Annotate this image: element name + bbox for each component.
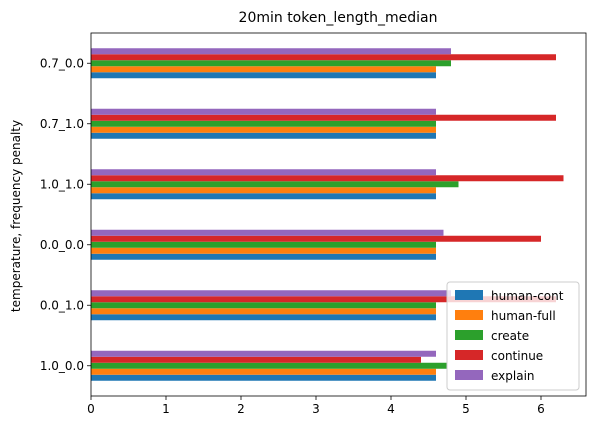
bar-explain-1.0_1.0 (91, 169, 436, 176)
bar-human-full-1.0_1.0 (91, 187, 436, 194)
bar-human-cont-0.0_0.0 (91, 253, 436, 260)
bars-group (91, 48, 564, 381)
x-tick-label: 5 (462, 402, 470, 416)
bar-create-0.0_0.0 (91, 241, 436, 248)
y-tick-label: 0.7_1.0 (40, 117, 84, 131)
bar-create-0.0_1.0 (91, 302, 436, 309)
y-tick-label: 1.0_0.0 (40, 359, 84, 373)
bar-human-full-0.0_1.0 (91, 308, 436, 315)
legend-label-human-cont: human-cont (491, 289, 564, 303)
bar-human-full-0.7_1.0 (91, 126, 436, 133)
bar-create-0.7_1.0 (91, 120, 436, 127)
bar-continue-0.7_1.0 (91, 114, 556, 121)
legend-label-create: create (491, 329, 529, 343)
bar-human-cont-0.0_1.0 (91, 314, 436, 321)
legend: human-cont human-full create continue explai… (446, 281, 580, 391)
bar-create-1.0_1.0 (91, 181, 459, 188)
y-tick-label: 0.0_0.0 (40, 238, 84, 252)
legend-swatch-continue (455, 350, 483, 360)
bar-continue-0.0_1.0 (91, 296, 556, 303)
bar-human-full-1.0_0.0 (91, 368, 436, 375)
bar-explain-0.7_0.0 (91, 48, 451, 55)
bar-continue-1.0_1.0 (91, 175, 564, 182)
bar-create-0.7_0.0 (91, 60, 451, 67)
bar-explain-0.7_1.0 (91, 108, 436, 115)
legend-swatch-human-full (455, 310, 483, 320)
y-tick-label: 0.0_1.0 (40, 298, 84, 312)
legend-box (446, 281, 580, 391)
bar-human-cont-0.7_1.0 (91, 132, 436, 139)
legend-swatch-create (455, 330, 483, 340)
plot-frame (90, 32, 587, 397)
y-tick-label: 1.0_1.0 (40, 177, 84, 191)
x-tick-label: 6 (537, 402, 545, 416)
bar-create-1.0_0.0 (91, 362, 448, 369)
bar-explain-0.0_0.0 (91, 229, 444, 236)
legend-swatch-explain (455, 370, 483, 380)
bar-human-cont-1.0_0.0 (91, 374, 436, 381)
x-tick-label: 1 (162, 402, 170, 416)
x-tick-label: 2 (237, 402, 245, 416)
legend-label-continue: continue (491, 349, 543, 363)
bar-continue-1.0_0.0 (91, 356, 421, 363)
bar-human-full-0.0_0.0 (91, 247, 436, 254)
legend-swatch-human-cont (455, 290, 483, 300)
ticks-group: 1.0_0.0 0.0_1.0 0.0_0.0 1.0_1.0 0.7_1.0 0.7_0… (40, 56, 545, 416)
bar-explain-1.0_0.0 (91, 350, 436, 357)
bar-human-full-0.7_0.0 (91, 66, 436, 73)
x-tick-label: 3 (312, 402, 320, 416)
x-tick-label: 0 (87, 402, 95, 416)
bar-explain-0.0_1.0 (91, 290, 451, 297)
x-tick-label: 4 (387, 402, 395, 416)
bar-human-cont-1.0_1.0 (91, 193, 436, 200)
bar-continue-0.7_0.0 (91, 54, 556, 61)
chart-title: 20min token_length_median (239, 10, 438, 26)
y-tick-label: 0.7_0.0 (40, 56, 84, 70)
legend-label-explain: explain (491, 369, 535, 383)
legend-label-human-full: human-full (491, 309, 556, 323)
y-axis-label: temperature, frequency penalty (9, 120, 23, 312)
bar-continue-0.0_0.0 (91, 235, 541, 242)
bar-human-cont-0.7_0.0 (91, 72, 436, 79)
